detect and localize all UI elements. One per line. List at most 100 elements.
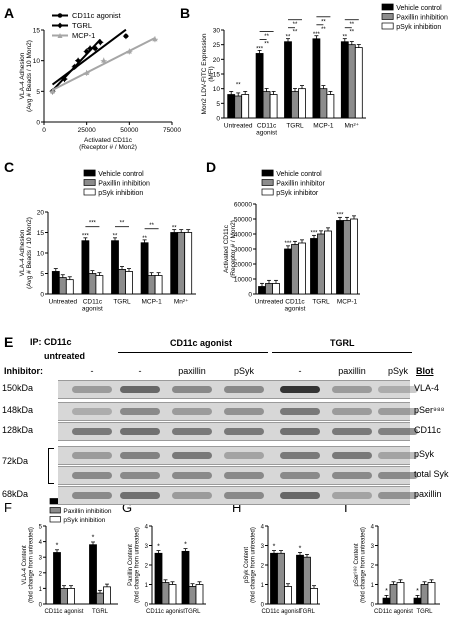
x-axis-label-a: Activated CD11c(Receptor # / Mon2) <box>79 137 137 151</box>
blot-band <box>172 408 212 415</box>
y-tick-label-B: 10 <box>213 86 221 93</box>
blot-band <box>120 492 160 499</box>
legend-c-label: Paxillin inhibition <box>98 181 150 188</box>
sig-bracket-label-b: ** <box>293 22 298 28</box>
kda-label: 148kDa <box>2 405 34 415</box>
sig-bracket-label-b: ** <box>321 19 326 25</box>
sig-bar-b: ** <box>342 35 347 41</box>
bar-C-4-0 <box>170 232 179 295</box>
x-tick-label-F: CD11c agonist <box>45 609 84 615</box>
lane-label: pSyk <box>387 366 408 376</box>
sig-star-f: * <box>92 535 95 542</box>
legend-b-swatch <box>381 13 394 20</box>
x-tick-label-B: MCP-1 <box>313 123 334 130</box>
y-tick-label-D: 50000 <box>234 217 252 224</box>
blot-row-name: pSer⁹⁸⁸ <box>414 405 445 415</box>
blot-band <box>172 452 212 459</box>
y-tick-label-D: 20000 <box>234 262 252 269</box>
legend-d-swatch <box>261 169 274 177</box>
y-tick-label-H: 4 <box>261 525 265 531</box>
x-tick-label-B-line: Untreated <box>224 123 253 130</box>
y-axis-label-G-line: Paxillin Content <box>128 544 134 586</box>
x-tick-label-H: CD11c agonist <box>262 609 301 615</box>
bar-I-1-2 <box>427 582 436 605</box>
x-tick-label-B: Mn²⁺ <box>344 123 359 130</box>
blot-band <box>172 472 212 479</box>
y-axis-label-I-line: (fold change from untreated) <box>360 527 366 603</box>
sig-star-g: * <box>157 543 160 550</box>
bar-C-1-2 <box>95 275 104 295</box>
panel-letter-a: A <box>4 5 14 21</box>
legend-c-swatch <box>83 169 96 177</box>
blot-band <box>280 386 320 393</box>
group-tgrl-line <box>272 352 412 353</box>
y-tick-label-B: 0 <box>216 116 220 123</box>
x-tick-label-C-line: Untreated <box>49 299 78 306</box>
point-a-1 <box>61 76 68 82</box>
blot-band <box>332 386 372 393</box>
bar-I-1-0 <box>413 597 422 605</box>
sig-bar-c: *** <box>82 234 90 240</box>
y-tick-label-F: 3 <box>39 556 43 562</box>
x-tick-label-I-line: TGRL <box>416 609 433 615</box>
panel-letter-c: C <box>4 159 14 175</box>
point-a-1 <box>75 57 81 64</box>
y-axis-label-B: Mon2 LDV-FITC Expression (MFI) <box>201 33 215 114</box>
y-tick-label-H: 3 <box>261 544 265 550</box>
blot-band <box>332 472 372 479</box>
bar-G-1-0 <box>181 550 190 605</box>
x-tick-label-G: TGRL <box>184 609 201 615</box>
panel-letter-i: I <box>344 500 348 515</box>
x-tick-label-a: 25000 <box>78 127 96 134</box>
legend-d-label: pSyk inhibitor <box>276 190 319 197</box>
y-axis-label-a-line: (Avg # Beads / 10 Mon2) <box>26 40 33 112</box>
y-tick-label-G: 4 <box>145 525 149 531</box>
x-tick-label-H-line: CD11c agonist <box>262 609 301 615</box>
sig-bar-d: *** <box>284 241 292 247</box>
blot-band <box>172 386 212 393</box>
bar-C-3-2 <box>154 275 163 295</box>
bar-F-1-1 <box>96 592 104 605</box>
y-axis-label-D-line: Activated CD11c <box>223 224 230 273</box>
x-tick-label-H: TGRL <box>299 609 316 615</box>
y-tick-label-a: 10 <box>33 58 41 65</box>
sig-top-b: ** <box>264 41 269 47</box>
legend-marker-a <box>57 33 63 38</box>
legend-c-label: Vehicle control <box>98 171 144 178</box>
x-tick-label-C-line: CD11c <box>83 299 103 306</box>
blot-band <box>120 386 160 393</box>
y-axis-label-F-line: (fold change from untreated) <box>28 527 34 603</box>
fit-line-a-1 <box>51 38 102 92</box>
x-tick-label-D-line: Untreated <box>255 299 284 306</box>
bar-B-1-1 <box>262 91 271 119</box>
bar-F-1-2 <box>103 586 111 605</box>
legend-d-label: Vehicle control <box>276 171 322 178</box>
y-tick-label-G: 1 <box>145 583 149 589</box>
x-tick-label-C: MCP-1 <box>141 299 162 306</box>
point-a-2 <box>152 36 158 42</box>
blot-band <box>120 408 160 415</box>
blot-band <box>224 472 264 479</box>
bar-C-4-1 <box>177 232 186 295</box>
point-a-2 <box>84 70 90 75</box>
x-tick-label-G-line: TGRL <box>184 609 201 615</box>
y-tick-label-D: 40000 <box>234 232 252 239</box>
x-tick-label-C: TGRL <box>113 299 131 306</box>
y-axis-label-H-line: (fold change from untreated) <box>250 527 256 603</box>
blot-band <box>224 452 264 459</box>
x-tick-label-F: TGRL <box>92 609 109 615</box>
sig-bar-d: *** <box>310 231 318 237</box>
legend-c-label: pSyk inhibition <box>98 190 143 197</box>
bar-C-2-1 <box>118 268 126 295</box>
bar-B-4-2 <box>354 47 363 119</box>
blot-band <box>72 428 112 435</box>
blot-band <box>332 452 372 459</box>
sig-bracket-label-b: ** <box>264 34 269 40</box>
bar-B-3-2 <box>326 94 335 119</box>
bar-C-1-1 <box>88 273 97 295</box>
y-tick-label-I: 4 <box>371 525 375 531</box>
